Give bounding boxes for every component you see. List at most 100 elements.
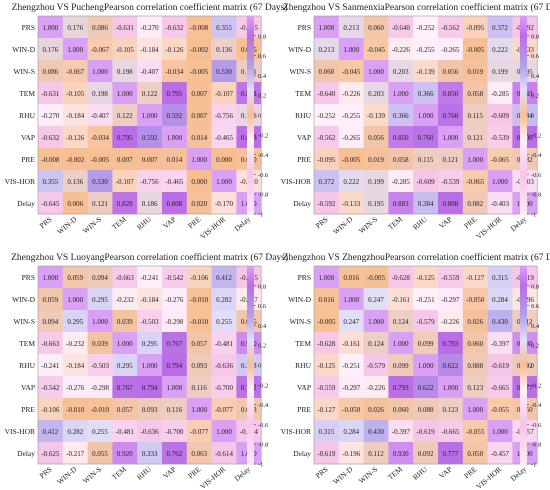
colorbar-tick-label: -0.2	[531, 132, 541, 139]
row-tick-label: VIS-HOR	[5, 177, 35, 186]
heatmap-cell	[186, 148, 212, 171]
heatmap-cell	[87, 60, 113, 83]
cell-value-label: 1.000	[142, 112, 158, 120]
row-tick-label: RHU	[19, 111, 35, 120]
colorbar-segment	[247, 204, 254, 208]
column-tick-label: VIS-HOR	[474, 465, 503, 490]
cell-value-label: 0.115	[418, 156, 434, 164]
heatmap-cell	[211, 288, 237, 311]
colorbar-segment	[520, 269, 527, 273]
colorbar-segment	[247, 200, 254, 205]
heatmap-cell	[162, 310, 188, 333]
cell-value-label: 1.000	[167, 384, 183, 392]
cell-value-label: -0.503	[91, 362, 110, 370]
cell-value-label: 1.000	[216, 178, 232, 186]
heatmap-cell	[62, 104, 88, 127]
heatmap-cell	[462, 192, 488, 215]
colorbar-segment	[520, 101, 527, 106]
colorbar-tick-label: -0.4	[258, 152, 269, 159]
heatmap-cell	[388, 16, 414, 39]
colorbar-segment	[520, 450, 527, 455]
colorbar-segment	[247, 358, 254, 363]
colorbar-segment	[520, 197, 527, 202]
colorbar-segment	[247, 55, 254, 60]
cell-value-label: -0.226	[367, 384, 386, 392]
cell-value-label: -0.232	[116, 296, 135, 304]
heatmap-cell	[87, 126, 113, 149]
colorbar-segment	[247, 378, 254, 382]
heatmap-cell	[462, 310, 488, 333]
cell-value-label: -0.034	[165, 68, 184, 76]
colorbar-segment	[520, 391, 527, 396]
cell-value-label: 0.057	[117, 406, 133, 414]
cell-value-label: 0.195	[368, 200, 384, 208]
colorbar-segment	[247, 207, 254, 212]
cell-value-label: 0.006	[67, 200, 83, 208]
cell-value-label: 0.116	[191, 384, 207, 392]
heatmap-cell	[162, 288, 188, 311]
colorbar-tick-label: 0.8	[531, 33, 539, 40]
colorbar-segment	[520, 275, 527, 280]
cell-value-label: 0.282	[67, 428, 83, 436]
cell-value-label: -0.251	[417, 296, 436, 304]
cell-value-label: 0.372	[319, 178, 335, 186]
cell-value-label: 0.007	[191, 112, 207, 120]
cell-value-label: -0.465	[215, 134, 234, 142]
colorbar-tick-label: -0.8	[258, 192, 268, 199]
colorbar-segment	[520, 22, 527, 27]
colorbar-tick-label: -0.8	[531, 442, 541, 449]
cell-value-label: -0.005	[190, 68, 209, 76]
heatmap-cell	[487, 332, 513, 355]
heatmap-cell	[314, 398, 340, 421]
cell-value-label: 0.060	[393, 406, 409, 414]
heatmap-cell	[363, 104, 389, 127]
row-tick-label: VIS-HOR	[281, 427, 311, 436]
colorbar-tick-label: 0	[258, 363, 261, 370]
colorbar-segment	[520, 82, 527, 86]
colorbar-segment	[520, 374, 527, 379]
colorbar-segment	[247, 328, 254, 333]
colorbar-segment	[520, 105, 527, 109]
cell-value-label: -0.067	[66, 68, 85, 76]
colorbar-segment	[247, 272, 254, 277]
colorbar-segment	[520, 381, 527, 386]
heatmap-cell	[438, 38, 464, 61]
cell-value-label: 0.315	[319, 428, 335, 436]
colorbar-segment	[520, 431, 527, 435]
colorbar-segment	[520, 52, 527, 56]
heatmap-cell	[338, 60, 364, 83]
heatmap-cell	[137, 376, 163, 399]
colorbar-segment	[247, 351, 254, 356]
colorbar-segment	[520, 421, 527, 425]
heatmap-cell	[462, 16, 488, 39]
cell-value-label: 0.920	[117, 450, 133, 458]
heatmap-cell	[462, 82, 488, 105]
column-tick-label: PRE	[186, 464, 203, 480]
cell-value-label: -0.133	[342, 200, 361, 208]
cell-value-label: 0.099	[418, 340, 434, 348]
heatmap-cell	[112, 148, 138, 171]
cell-value-label: -0.559	[441, 274, 460, 282]
heatmap-cell	[363, 332, 389, 355]
colorbar-segment	[247, 289, 254, 293]
cell-value-label: 0.366	[393, 112, 409, 120]
cell-value-label: -0.107	[116, 178, 135, 186]
cell-value-label: 0.282	[216, 296, 232, 304]
cell-value-label: 0.930	[393, 450, 409, 458]
heatmap-cell	[112, 376, 138, 399]
cell-value-label: -0.002	[66, 156, 85, 164]
heatmap-cell	[487, 38, 513, 61]
cell-value-label: 0.333	[142, 450, 158, 458]
colorbar-tick-label: -0.6	[258, 422, 269, 429]
colorbar-segment	[247, 361, 254, 366]
cell-value-label: -0.095	[317, 156, 336, 164]
cell-value-label: -0.005	[466, 46, 485, 54]
column-tick-label: TEM	[386, 464, 404, 481]
cell-value-label: 0.808	[167, 200, 183, 208]
cell-value-label: -0.665	[491, 384, 510, 392]
heatmap-cell	[487, 170, 513, 193]
colorbar-segment	[520, 91, 527, 96]
colorbar-segment	[247, 285, 254, 290]
colorbar-segment	[520, 398, 527, 402]
colorbar-segment	[520, 292, 527, 297]
